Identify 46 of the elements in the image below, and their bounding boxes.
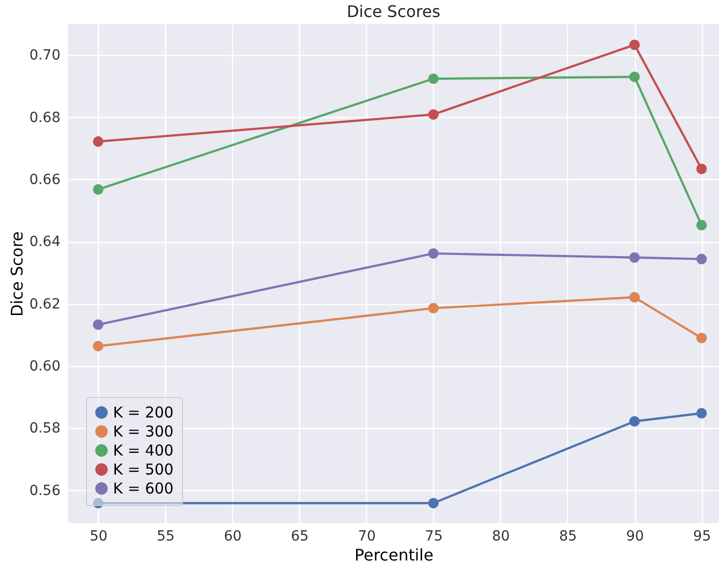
legend-label: K = 200 <box>113 404 174 422</box>
x-axis-title: Percentile <box>354 546 434 564</box>
point <box>629 416 640 427</box>
point <box>629 292 640 303</box>
y-tick-label: 0.64 <box>29 234 61 250</box>
chart-title: Dice Scores <box>346 2 440 21</box>
point <box>629 40 640 50</box>
point <box>428 248 439 259</box>
point <box>428 302 439 314</box>
point <box>428 498 439 508</box>
x-tick-label: 75 <box>424 528 443 544</box>
x-tick-label: 95 <box>693 528 711 544</box>
x-tick-label: 60 <box>224 528 242 544</box>
point <box>92 498 104 508</box>
point <box>629 252 640 263</box>
point <box>696 220 707 230</box>
legend-label: K = 600 <box>113 480 174 498</box>
y-tick-label: 0.70 <box>29 48 60 64</box>
legend-label: K = 300 <box>113 422 174 440</box>
x-tick-label: 65 <box>290 528 309 544</box>
point <box>696 254 707 264</box>
point <box>696 332 707 344</box>
point <box>92 340 104 352</box>
x-tick-label: 55 <box>156 528 175 544</box>
point <box>92 136 104 147</box>
y-axis-title: Dice Score <box>7 231 26 317</box>
point <box>696 408 707 418</box>
x-tick-label: 80 <box>492 528 510 544</box>
y-tick-label: 0.62 <box>29 296 60 312</box>
point <box>629 72 640 82</box>
y-tick-label: 0.58 <box>29 420 60 437</box>
point <box>428 73 439 84</box>
point <box>696 164 707 174</box>
legend-label: K = 500 <box>113 460 174 478</box>
y-tick-label: 0.56 <box>29 482 61 499</box>
legend-label: K = 400 <box>113 442 174 460</box>
x-tick-label: 90 <box>626 528 644 544</box>
y-tick-label: 0.68 <box>29 110 60 126</box>
x-tick-label: 50 <box>90 528 108 544</box>
y-tick-label: 0.66 <box>29 172 61 188</box>
x-tick-label: 85 <box>559 528 577 544</box>
point <box>92 184 104 195</box>
y-tick-label: 0.60 <box>29 358 60 374</box>
point <box>92 319 104 330</box>
point <box>428 109 439 120</box>
x-tick-label: 70 <box>358 528 376 544</box>
